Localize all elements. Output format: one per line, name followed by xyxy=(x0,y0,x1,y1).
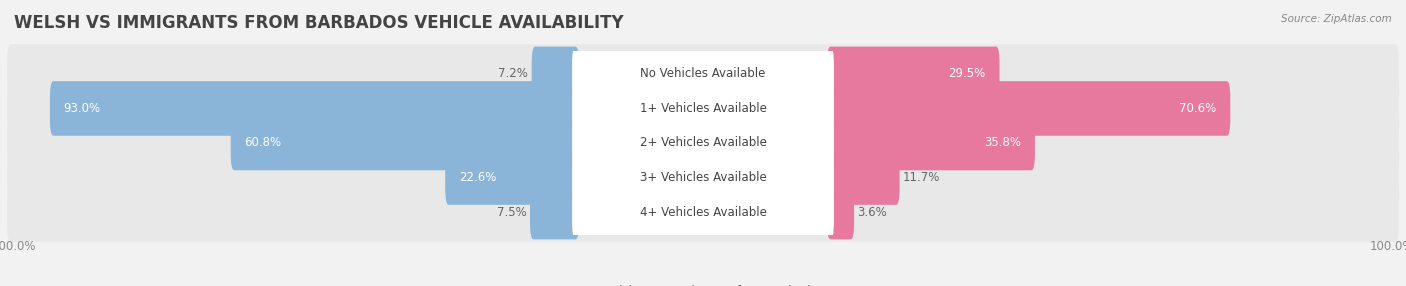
FancyBboxPatch shape xyxy=(7,113,1399,173)
FancyBboxPatch shape xyxy=(572,81,834,136)
FancyBboxPatch shape xyxy=(446,150,579,205)
Text: 22.6%: 22.6% xyxy=(458,171,496,184)
FancyBboxPatch shape xyxy=(827,81,1230,136)
FancyBboxPatch shape xyxy=(827,116,1035,170)
Text: 70.6%: 70.6% xyxy=(1180,102,1216,115)
Text: 93.0%: 93.0% xyxy=(63,102,101,115)
FancyBboxPatch shape xyxy=(572,185,834,239)
Text: 2+ Vehicles Available: 2+ Vehicles Available xyxy=(640,136,766,150)
Text: No Vehicles Available: No Vehicles Available xyxy=(640,67,766,80)
FancyBboxPatch shape xyxy=(572,150,834,205)
FancyBboxPatch shape xyxy=(531,47,579,101)
Text: 7.2%: 7.2% xyxy=(498,67,529,80)
Text: 29.5%: 29.5% xyxy=(949,67,986,80)
Text: 7.5%: 7.5% xyxy=(496,206,526,219)
Text: WELSH VS IMMIGRANTS FROM BARBADOS VEHICLE AVAILABILITY: WELSH VS IMMIGRANTS FROM BARBADOS VEHICL… xyxy=(14,14,624,32)
FancyBboxPatch shape xyxy=(51,81,579,136)
FancyBboxPatch shape xyxy=(7,79,1399,138)
FancyBboxPatch shape xyxy=(572,47,834,101)
Text: 60.8%: 60.8% xyxy=(245,136,281,150)
Text: 4+ Vehicles Available: 4+ Vehicles Available xyxy=(640,206,766,219)
FancyBboxPatch shape xyxy=(827,185,853,239)
FancyBboxPatch shape xyxy=(7,44,1399,104)
Text: 3+ Vehicles Available: 3+ Vehicles Available xyxy=(640,171,766,184)
FancyBboxPatch shape xyxy=(7,182,1399,242)
Text: 11.7%: 11.7% xyxy=(903,171,941,184)
FancyBboxPatch shape xyxy=(530,185,579,239)
FancyBboxPatch shape xyxy=(827,47,1000,101)
Text: 3.6%: 3.6% xyxy=(858,206,887,219)
FancyBboxPatch shape xyxy=(231,116,579,170)
FancyBboxPatch shape xyxy=(572,116,834,170)
Text: Source: ZipAtlas.com: Source: ZipAtlas.com xyxy=(1281,14,1392,24)
FancyBboxPatch shape xyxy=(827,150,900,205)
Text: 1+ Vehicles Available: 1+ Vehicles Available xyxy=(640,102,766,115)
Legend: Welsh, Immigrants from Barbados: Welsh, Immigrants from Barbados xyxy=(578,281,828,286)
Text: 35.8%: 35.8% xyxy=(984,136,1021,150)
FancyBboxPatch shape xyxy=(7,148,1399,207)
